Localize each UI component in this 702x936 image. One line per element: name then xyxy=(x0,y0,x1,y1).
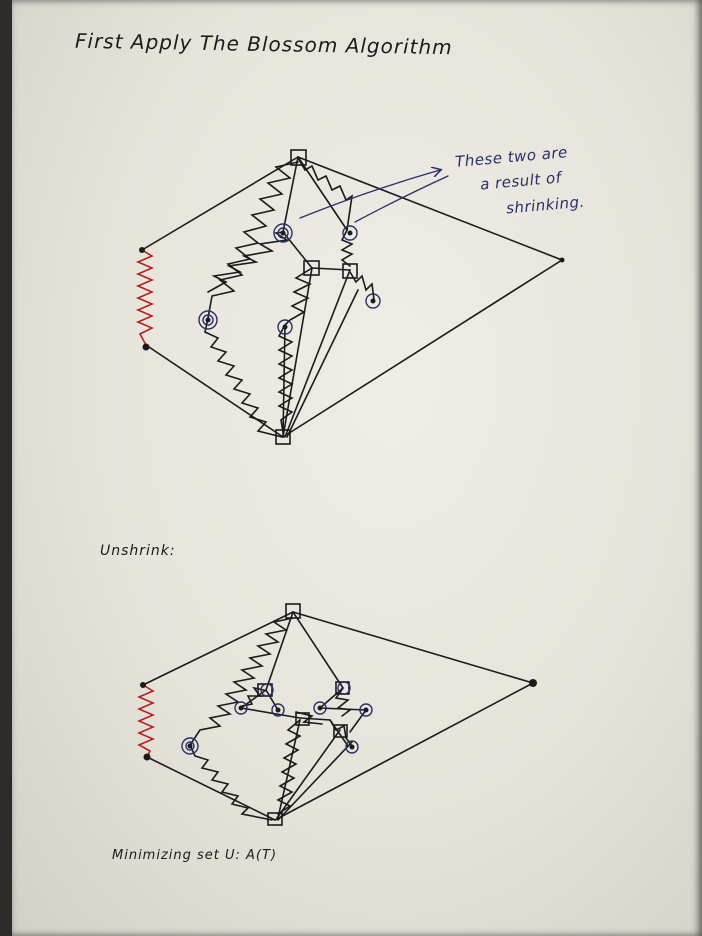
top-circled-vertex xyxy=(365,293,381,309)
top-vertex-dot xyxy=(142,343,150,351)
top-circled-vertex xyxy=(202,314,214,326)
top-matched-edge xyxy=(204,317,283,438)
bottom-circled-vertex xyxy=(313,701,327,715)
bottom-matched-edge xyxy=(276,719,302,815)
top-matched-edge xyxy=(207,231,290,293)
bottom-circled-vertex xyxy=(345,740,359,754)
top-vertex-dot xyxy=(139,247,145,253)
top-edge xyxy=(297,156,348,231)
top-vertex-dot xyxy=(282,324,288,330)
bottom-edge xyxy=(276,729,341,819)
minimizing-set-label: Minimizing set U: A(T) xyxy=(112,848,278,863)
bottom-matched-edge xyxy=(189,617,294,746)
bottom-square-vertex xyxy=(285,603,301,619)
top-circled-vertex xyxy=(198,310,218,330)
top-edge xyxy=(141,156,299,251)
top-edge xyxy=(284,269,351,438)
annotation-arrow xyxy=(299,170,440,219)
bottom-matched-edge xyxy=(295,711,323,725)
top-edge xyxy=(297,156,563,261)
bottom-circled-vertex xyxy=(185,741,195,751)
bottom-square-vertex xyxy=(295,712,310,726)
bottom-matched-edge xyxy=(189,744,273,821)
top-vertex-dot xyxy=(559,257,565,263)
bottom-vertex-dot xyxy=(317,705,323,711)
bottom-edge xyxy=(274,682,534,821)
bottom-edge xyxy=(265,611,294,691)
top-square-vertex xyxy=(275,429,291,445)
bottom-edge xyxy=(146,756,276,821)
top-vertex-dot xyxy=(280,230,286,236)
top-red-edge xyxy=(135,249,155,346)
top-circled-vertex xyxy=(277,227,289,239)
top-edge xyxy=(282,259,563,438)
top-matched-edge xyxy=(340,229,354,267)
top-square-vertex xyxy=(303,260,320,276)
bottom-vertex-dot xyxy=(143,753,151,761)
bottom-vertex-dot xyxy=(238,705,244,711)
bottom-vertex-dot xyxy=(363,707,369,713)
annotation-arrow xyxy=(354,175,449,223)
top-matched-edge xyxy=(207,161,299,319)
bottom-square-vertex xyxy=(267,812,283,826)
bottom-edge xyxy=(142,611,294,686)
bottom-graph xyxy=(136,603,537,826)
bottom-edge xyxy=(299,717,331,721)
bottom-circled-vertex xyxy=(271,703,285,717)
bottom-edge xyxy=(265,689,279,711)
bottom-edge xyxy=(349,709,367,733)
top-vertex-dot xyxy=(347,230,353,236)
bottom-circled-vertex xyxy=(337,681,351,695)
top-edge xyxy=(286,289,359,438)
bottom-matched-edge xyxy=(334,687,352,717)
top-edge xyxy=(311,267,351,271)
top-square-vertex xyxy=(342,263,358,279)
bottom-circled-vertex xyxy=(181,737,199,755)
bottom-square-vertex xyxy=(333,724,348,738)
bottom-vertex-dot xyxy=(529,679,537,687)
top-matched-edge xyxy=(349,271,375,301)
bottom-matched-edge xyxy=(241,686,265,707)
top-circled-vertex xyxy=(273,223,293,243)
top-matched-edge xyxy=(284,267,313,326)
top-graph xyxy=(135,149,565,445)
paper-sheet xyxy=(12,0,702,936)
bottom-red-edge xyxy=(136,684,156,758)
bottom-edge xyxy=(277,741,353,821)
top-matched-edge xyxy=(277,324,294,433)
bottom-vertex-dot xyxy=(349,744,355,750)
bottom-edge xyxy=(292,611,344,689)
bottom-edge xyxy=(292,611,534,684)
top-circled-vertex xyxy=(277,319,293,335)
top-vertex-dot xyxy=(205,317,211,323)
top-edge xyxy=(282,156,299,233)
top-vertex-dot xyxy=(370,298,376,304)
bottom-edge xyxy=(240,707,301,719)
top-circled-vertex xyxy=(342,225,358,241)
bottom-circled-vertex xyxy=(234,701,248,715)
bottom-circled-vertex xyxy=(260,683,274,697)
bottom-vertex-dot xyxy=(140,682,146,688)
top-square-vertex xyxy=(290,149,307,166)
unshrink-label: Unshrink: xyxy=(100,543,176,559)
top-edge xyxy=(145,344,284,438)
top-edge xyxy=(282,231,313,269)
top-matched-edge xyxy=(297,157,354,231)
top-edge xyxy=(282,267,313,438)
bottom-vertex-dot xyxy=(275,707,281,713)
bottom-vertex-dot xyxy=(187,743,193,749)
bottom-circled-vertex xyxy=(359,703,373,717)
